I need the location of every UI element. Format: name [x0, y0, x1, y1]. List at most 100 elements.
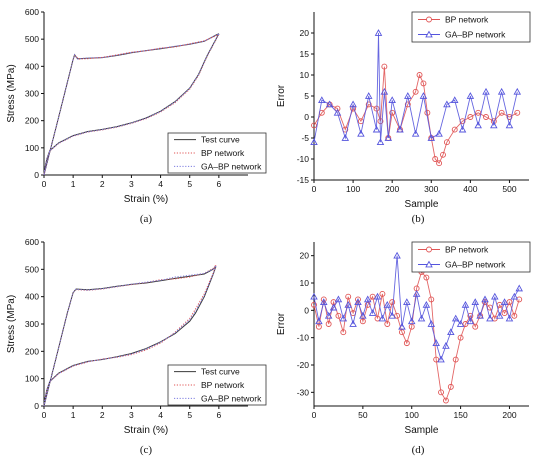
- y-tick-label: 200: [25, 346, 39, 356]
- point-ga-bp-network: [310, 292, 318, 300]
- point-ga-bp-network: [310, 138, 318, 146]
- point-ga-bp-network: [393, 251, 401, 259]
- point-bp-network: [457, 334, 464, 341]
- point-ga-bp-network: [466, 92, 475, 99]
- x-tick-label: 5: [187, 410, 192, 420]
- x-tick-label: 5: [187, 179, 192, 189]
- point-ga-bp-network: [344, 300, 352, 308]
- x-tick-label: 150: [453, 410, 467, 420]
- x-tick-label: 500: [502, 184, 516, 194]
- y-axis-label: Error: [276, 84, 287, 107]
- point-bp-network: [432, 156, 439, 162]
- point-bp-network: [440, 151, 446, 158]
- point-ga-bp-network: [435, 129, 443, 137]
- point-bp-network: [389, 109, 396, 116]
- chart-4: 0 50 100 150 200 -30 -20 -10 0 10 20 Sample Error BP …: [276, 241, 531, 436]
- legend-marker: [425, 30, 433, 38]
- point-ga-bp-network: [419, 92, 428, 99]
- y-tick-label: -10: [297, 154, 310, 164]
- point-bp-network: [369, 293, 376, 300]
- point-ga-bp-network: [349, 100, 357, 108]
- point-ga-bp-network: [403, 298, 411, 305]
- legend-label: GA–BP network: [201, 161, 262, 171]
- x-tick-label: 50: [358, 410, 368, 420]
- point-ga-bp-network: [447, 328, 455, 336]
- point-ga-bp-network: [374, 29, 383, 36]
- x-tick-label: 0: [42, 410, 47, 420]
- point-ga-bp-network: [422, 300, 431, 308]
- point-ga-bp-network: [442, 341, 450, 349]
- x-tick-label: 6: [216, 179, 221, 189]
- x-tick-label: 1: [71, 410, 76, 420]
- y-tick-label: 0: [304, 305, 309, 315]
- point-bp-network: [365, 101, 372, 108]
- panel-label-b: (b): [412, 213, 425, 225]
- point-ga-bp-network: [378, 314, 387, 322]
- y-tick-label: 500: [25, 264, 39, 274]
- x-tick-label: 4: [158, 179, 163, 189]
- point-ga-bp-network: [456, 320, 465, 327]
- y-axis-label: Stress (MPa): [6, 295, 17, 353]
- y-tick-label: 400: [25, 292, 39, 302]
- point-bp-network: [311, 301, 317, 308]
- point-ga-bp-network: [349, 320, 357, 327]
- point-ga-bp-network: [384, 134, 393, 141]
- point-bp-network: [345, 293, 352, 300]
- y-tick-label: 600: [25, 237, 39, 247]
- y-tick-label: -10: [297, 333, 310, 343]
- point-ga-bp-network: [471, 298, 480, 305]
- y-tick-label: 15: [300, 49, 310, 59]
- point-ga-bp-network: [417, 314, 426, 322]
- point-ga-bp-network: [388, 96, 396, 104]
- point-bp-network: [451, 126, 458, 133]
- point-bp-network: [334, 105, 341, 112]
- y-tick-label: -20: [297, 360, 310, 370]
- point-ga-bp-network: [325, 100, 334, 108]
- x-tick-label: 300: [424, 184, 438, 194]
- point-ga-bp-network: [380, 87, 389, 95]
- panel-label-c: (c): [140, 444, 153, 456]
- point-ga-bp-network: [339, 314, 348, 322]
- point-ga-bp-network: [364, 92, 373, 99]
- x-tick-label: 6: [216, 410, 221, 420]
- point-bp-network: [472, 323, 479, 330]
- y-tick-label: 10: [300, 278, 310, 288]
- point-bp-network: [447, 383, 454, 390]
- point-bp-network: [381, 63, 388, 70]
- point-ga-bp-network: [486, 314, 494, 322]
- point-bp-network: [374, 315, 381, 322]
- point-bp-network: [404, 101, 411, 108]
- point-ga-bp-network: [437, 355, 445, 363]
- point-ga-bp-network: [432, 339, 440, 346]
- x-tick-label: 0: [312, 410, 317, 420]
- point-bp-network: [364, 301, 371, 308]
- x-tick-label: 100: [405, 410, 419, 420]
- x-tick-label: 200: [385, 184, 399, 194]
- point-ga-bp-network: [458, 125, 467, 133]
- legend-label: BP network: [445, 245, 489, 255]
- x-tick-label: 2: [100, 179, 105, 189]
- point-ga-bp-network: [398, 322, 406, 330]
- point-ga-bp-network: [324, 311, 333, 319]
- point-ga-bp-network: [315, 317, 323, 325]
- x-tick-label: 0: [312, 184, 317, 194]
- point-ga-bp-network: [396, 125, 404, 133]
- x-axis-label: Strain (%): [124, 425, 168, 436]
- point-bp-network: [389, 299, 396, 306]
- point-bp-network: [416, 72, 423, 78]
- point-bp-network: [325, 321, 332, 327]
- chart-1: 0 1 2 3 4 5 6 0 100 200 300 400 500 600 Strain (%) Stre…: [6, 7, 267, 205]
- x-tick-label: 200: [502, 410, 516, 420]
- point-bp-network: [420, 80, 427, 87]
- series-ga-bp-network-line: [313, 255, 520, 361]
- point-ga-bp-network: [490, 121, 498, 129]
- legend-label: BP network: [445, 15, 489, 25]
- legend-label: Test curve: [201, 367, 240, 377]
- point-ga-bp-network: [334, 295, 343, 303]
- point-bp-network: [379, 290, 386, 297]
- series-ga-bp-network-line: [313, 32, 518, 143]
- point-ga-bp-network: [466, 317, 475, 325]
- point-ga-bp-network: [513, 87, 522, 95]
- point-bp-network: [311, 122, 317, 129]
